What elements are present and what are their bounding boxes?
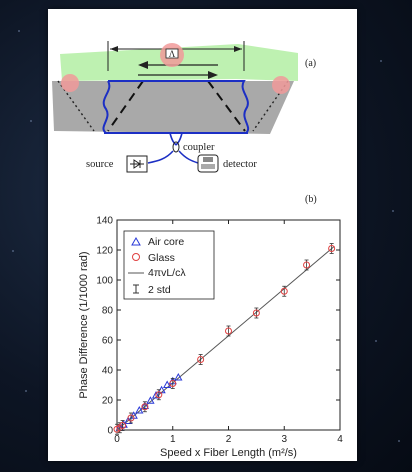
coupler-label: coupler — [183, 142, 215, 153]
glass-point — [169, 380, 177, 387]
glass-point — [119, 422, 127, 429]
figure-svg: Λ coupler source detector — [52, 41, 343, 460]
fit-line — [116, 245, 335, 431]
glass-point — [127, 414, 135, 422]
nozzle-right — [272, 76, 290, 94]
dashed-fiber-left — [107, 80, 144, 132]
fiber-loop-right — [108, 80, 250, 134]
legend-errorbar-icon — [133, 284, 139, 294]
lambda-label: Λ — [169, 49, 176, 59]
glass-point — [280, 287, 288, 295]
glass-point — [225, 327, 232, 335]
flow-arrow-upper-head — [138, 61, 148, 69]
paper-figure: Λ coupler source detector — [48, 9, 357, 461]
air-core-point — [146, 396, 155, 404]
glass-point — [328, 245, 336, 252]
fiber-to-source — [147, 150, 174, 164]
source-label: source — [86, 159, 114, 170]
dashed-fiber-right — [207, 80, 246, 132]
y-tick-label: 60 — [102, 336, 114, 347]
y-axis-label: Phase Difference (1/1000 rad) — [78, 251, 90, 398]
flow-arrow-lower-head — [208, 71, 218, 79]
fiber-to-detector — [178, 150, 199, 164]
x-tick-label: 2 — [226, 434, 232, 445]
x-tick-label: 1 — [170, 434, 176, 445]
y-tick-label: 0 — [107, 426, 113, 437]
chart-legend: Air core Glass 4πvL/cλ 2 std — [123, 230, 215, 300]
x-tick-label: 3 — [281, 434, 287, 445]
glass-point — [197, 356, 205, 363]
lambda-box — [165, 48, 179, 59]
y-tick-label: 120 — [96, 246, 113, 257]
y-tick-label: 100 — [96, 276, 113, 287]
platform-gray — [52, 81, 294, 134]
air-core-point — [174, 372, 183, 381]
y-tick-label: 40 — [102, 366, 114, 377]
legend-glass: Glass — [148, 252, 175, 264]
nozzle-left — [61, 74, 79, 92]
air-core-point — [135, 405, 144, 414]
fiber-loop-left — [102, 80, 111, 134]
data-markers — [113, 243, 336, 435]
glass-point — [252, 309, 260, 317]
legend-triangle-icon — [131, 236, 141, 246]
legend-circle-icon — [132, 253, 140, 261]
bracket-arrow-left — [110, 46, 118, 52]
y-tick-label: 20 — [102, 396, 114, 407]
air-core-point — [163, 380, 172, 388]
glass-point — [155, 391, 163, 399]
legend-2std: 2 std — [148, 284, 171, 296]
bracket-arrow-right — [234, 46, 242, 52]
legend-formula: 4πvL/cλ — [148, 267, 186, 279]
detector-icon — [201, 157, 215, 169]
diode-icon — [130, 159, 144, 169]
detector-label: detector — [223, 159, 257, 170]
y-tick-label: 80 — [102, 306, 114, 317]
glass-point — [303, 261, 311, 269]
air-core-point — [151, 390, 161, 399]
glass-point — [141, 403, 149, 411]
fit-line-group — [116, 245, 335, 431]
sagnac-diagram: Λ coupler source detector — [52, 41, 317, 205]
y-tick-label: 140 — [96, 216, 113, 227]
fiber-to-coupler — [169, 132, 183, 146]
panel-a-label: (a) — [305, 58, 316, 69]
coupler-icon — [172, 141, 180, 153]
x-tick-label: 4 — [337, 434, 343, 445]
legend-air-core: Air core — [148, 236, 184, 248]
x-tick-label: 0 — [114, 434, 120, 445]
panel-b-label: (b) — [305, 194, 317, 205]
x-axis-label: Speed x Fiber Length (m²/s) — [160, 447, 297, 459]
